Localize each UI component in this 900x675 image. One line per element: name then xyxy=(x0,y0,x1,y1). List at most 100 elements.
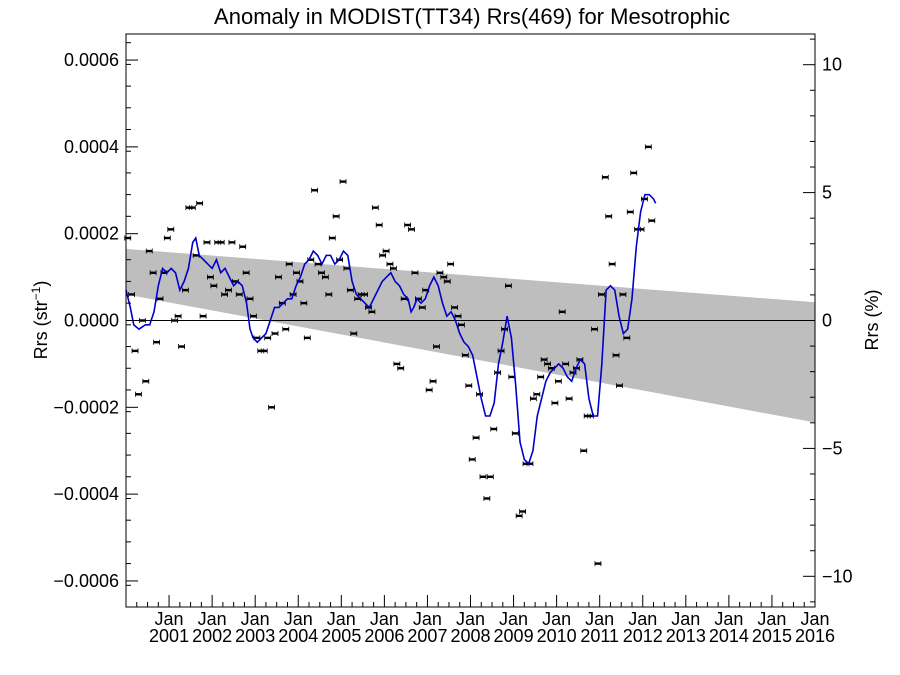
y-tick-label: 0.0006 xyxy=(64,50,119,70)
data-point xyxy=(630,170,638,176)
data-point xyxy=(217,239,225,245)
data-point xyxy=(519,509,527,514)
data-point xyxy=(458,322,465,328)
data-point xyxy=(174,313,182,319)
plot-area xyxy=(124,33,816,608)
data-point xyxy=(293,270,300,276)
data-point xyxy=(418,304,426,310)
data-point xyxy=(447,261,455,267)
data-point xyxy=(131,348,139,354)
data-point xyxy=(569,370,577,376)
data-point xyxy=(562,361,570,367)
data-point xyxy=(268,404,275,410)
data-point xyxy=(135,391,142,397)
data-point xyxy=(461,352,469,358)
data-point xyxy=(540,357,548,363)
data-point xyxy=(594,561,602,567)
data-point xyxy=(529,396,537,402)
data-point xyxy=(565,396,573,402)
x-tick-month: Jan xyxy=(542,609,571,629)
data-point xyxy=(138,318,146,323)
left-axis: 0.0006 0.0004 0.0002 0.0000 −0.0002 −0.0004 −0… xyxy=(53,42,138,608)
data-point xyxy=(429,378,437,384)
data-point xyxy=(321,274,329,280)
data-point xyxy=(182,287,189,293)
data-point xyxy=(368,309,376,315)
data-point xyxy=(511,430,519,436)
x-tick-month: Jan xyxy=(370,609,399,629)
x-tick-year: 2016 xyxy=(795,626,835,646)
data-point xyxy=(626,209,634,215)
data-point xyxy=(275,274,282,280)
x-tick-year: 2002 xyxy=(192,626,232,646)
x-tick-year: 2009 xyxy=(494,626,534,646)
x-tick-month: Jan xyxy=(671,609,700,629)
data-point xyxy=(171,318,179,323)
left-axis-label: Rrs (str−1) xyxy=(29,281,51,360)
data-point xyxy=(149,270,157,276)
data-point xyxy=(228,239,236,245)
data-point xyxy=(246,296,254,302)
y2-tick-label: 10 xyxy=(822,55,842,75)
data-point xyxy=(619,291,627,297)
data-point xyxy=(616,383,623,389)
data-points-layer xyxy=(124,144,656,567)
data-point xyxy=(361,291,368,297)
x-tick-month: Jan xyxy=(413,609,442,629)
x-tick-year: 2010 xyxy=(537,626,577,646)
data-point xyxy=(282,326,290,332)
x-tick-year: 2008 xyxy=(450,626,490,646)
data-point xyxy=(379,252,387,258)
data-point xyxy=(350,331,358,337)
x-tick-month: Jan xyxy=(284,609,313,629)
data-point xyxy=(397,365,405,371)
x-tick-month: Jan xyxy=(241,609,270,629)
data-point xyxy=(648,218,656,224)
data-point xyxy=(210,283,218,289)
data-point xyxy=(443,278,451,284)
data-point xyxy=(303,335,311,341)
data-point xyxy=(554,378,562,384)
data-point xyxy=(145,248,153,254)
data-point xyxy=(250,313,257,319)
data-point xyxy=(483,495,491,501)
y-tick-label: −0.0002 xyxy=(53,397,119,417)
y-tick-label: −0.0004 xyxy=(53,484,119,504)
data-point xyxy=(605,213,613,219)
data-point xyxy=(386,261,394,267)
x-tick-year: 2013 xyxy=(666,626,706,646)
data-point xyxy=(300,300,308,306)
right-axis: 10 5 0 −5 −10 xyxy=(803,38,853,603)
data-point xyxy=(608,261,616,267)
data-point xyxy=(465,383,473,389)
data-point xyxy=(537,374,545,380)
data-point xyxy=(325,291,333,297)
x-tick-year: 2011 xyxy=(580,626,619,646)
data-point xyxy=(544,361,551,367)
data-point xyxy=(623,335,631,341)
x-tick-year: 2004 xyxy=(278,626,318,646)
data-point xyxy=(551,400,559,406)
data-point xyxy=(203,239,211,245)
data-point xyxy=(285,261,293,267)
data-point xyxy=(371,205,379,211)
x-tick-year: 2001 xyxy=(149,626,189,646)
data-point xyxy=(242,270,250,276)
data-point xyxy=(440,274,448,280)
x-tick-month: Jan xyxy=(499,609,528,629)
data-point xyxy=(339,179,347,185)
data-point xyxy=(644,144,652,150)
data-point xyxy=(375,222,383,228)
data-point xyxy=(515,513,523,519)
data-point xyxy=(163,235,171,241)
smoothed-line xyxy=(125,193,657,466)
data-point xyxy=(260,348,268,354)
right-axis-label: Rrs (%) xyxy=(862,290,882,351)
x-tick-month: Jan xyxy=(714,609,743,629)
x-tick-month: Jan xyxy=(155,609,184,629)
data-point xyxy=(142,378,150,384)
data-point xyxy=(598,291,605,297)
data-point xyxy=(328,235,336,241)
data-point xyxy=(239,244,247,250)
y-tick-label: −0.0006 xyxy=(53,571,119,591)
